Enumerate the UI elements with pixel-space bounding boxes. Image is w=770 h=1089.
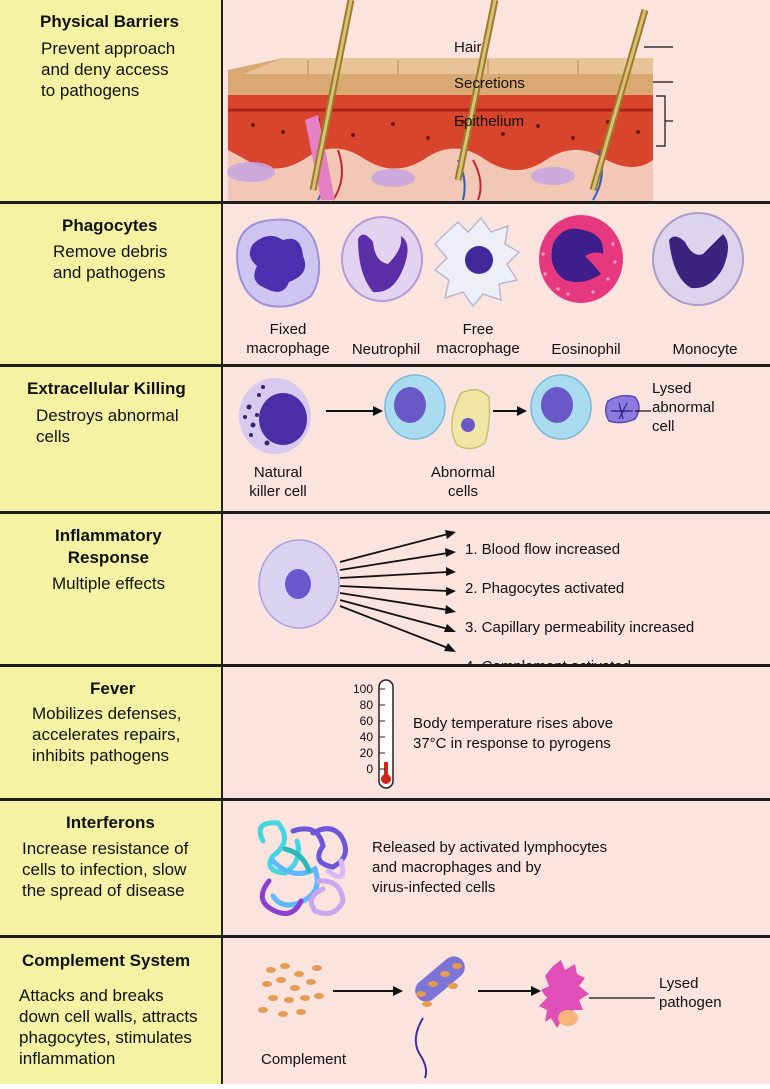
neutrophil-cell [341, 216, 423, 302]
epithelium [228, 95, 653, 171]
effect-item: 1. Blood flow increased [465, 540, 621, 558]
bacterium-with-complement [414, 956, 465, 1079]
epithelium-dots [251, 118, 640, 140]
thermometer-illustration [378, 679, 394, 789]
tick-label: 0 [366, 762, 373, 776]
left-cell: Interferons Increase resistance of cells… [0, 801, 223, 935]
row-description: Attacks and breaks down cell walls, attr… [19, 986, 198, 1068]
row-separator [0, 935, 770, 938]
tick-label: 60 [359, 714, 373, 728]
row-description: Destroys abnormal cells [36, 406, 179, 446]
skin-section-illustration [227, 0, 673, 202]
fever-caption: Body temperature rises above 37°C in res… [413, 715, 614, 752]
row-description: Prevent approach and deny access to path… [41, 39, 176, 100]
lysed-cell-label: Lysed abnormal cell [652, 380, 715, 435]
row-separator [0, 798, 770, 801]
complement-label: Complement [261, 1051, 347, 1068]
lysed-cell [530, 374, 640, 440]
row-description: Multiple effects [52, 574, 166, 593]
right-cell: 1. Blood flow increased 2. Phagocytes ac… [223, 514, 770, 793]
row-fever: Fever Mobilizes defenses, accelerates re… [0, 667, 770, 798]
row-title: Extracellular Killing [27, 379, 186, 398]
row-separator [0, 511, 770, 514]
row-phagocytes: Phagocytes Remove debris and pathogens [0, 204, 770, 365]
effect-item: 2. Phagocytes activated [465, 579, 625, 597]
abnormal-cells-label: Abnormal cells [430, 464, 496, 500]
interferon-molecule [257, 820, 348, 916]
row-extracellular-killing: Extracellular Killing Destroys abnormal … [0, 367, 770, 512]
right-cell: Hair Secretions Epithelium [223, 0, 770, 202]
killing-illustration [239, 374, 651, 454]
row-separator [0, 364, 770, 367]
fixed-macrophage-cell [235, 218, 321, 308]
effect-item: 3. Capillary permeability increased [465, 618, 695, 636]
row-description: Increase resistance of cells to infectio… [22, 839, 189, 900]
epithelium-label: Epithelium [454, 113, 525, 130]
hair-strands [309, 0, 649, 191]
interferon-caption: Released by activated lymphocytes and ma… [372, 839, 608, 896]
row-description: Remove debris and pathogens [53, 242, 168, 282]
cell-label: Eosinophil [551, 341, 621, 358]
row-interferons: Interferons Increase resistance of cells… [0, 801, 770, 935]
cell-label: Free macrophage [436, 321, 520, 357]
right-cell: Complement Lysed pathogen [223, 938, 770, 1084]
tick-label: 100 [352, 682, 373, 696]
left-cell: Fever Mobilizes defenses, accelerates re… [0, 667, 223, 798]
row-description: Mobilizes defenses, accelerates repairs,… [32, 704, 182, 765]
free-macrophage-cell [433, 216, 521, 308]
effect-arrows [339, 533, 449, 649]
lysed-pathogen-label: Lysed pathogen [659, 975, 722, 1011]
secretions-label: Secretions [454, 75, 525, 92]
row-title: Fever [90, 679, 136, 698]
eosinophil-cell [539, 215, 623, 303]
basal-cells [227, 162, 575, 187]
row-title: Inflammatory Response [55, 526, 162, 567]
row-title: Interferons [66, 813, 155, 832]
cell-label: Monocyte [672, 341, 738, 358]
row-physical-barriers: Physical Barriers Prevent approach and d… [0, 0, 770, 202]
left-cell: Phagocytes Remove debris and pathogens [0, 204, 223, 365]
complement-proteins [258, 963, 324, 1017]
mast-cell [258, 539, 340, 629]
right-cell: Fixed macrophage Neutrophil Free macroph… [223, 204, 770, 365]
row-complement-system: Complement System Attacks and breaks dow… [0, 938, 770, 1084]
nk-cell-label: Natural killer cell [249, 464, 307, 500]
thermometer-icon [378, 679, 394, 789]
phagocyte-cells [235, 212, 744, 308]
right-cell: 100 80 60 40 20 0 Body temperature rises… [223, 667, 770, 798]
cell-label: Fixed macrophage [246, 321, 330, 357]
left-cell: Inflammatory Response Multiple effects [0, 514, 223, 664]
complement-illustration [258, 956, 655, 1079]
tick-label: 80 [359, 698, 373, 712]
monocyte-cell [652, 212, 744, 306]
right-cell: Natural killer cell Abnormal cells Lysed… [223, 367, 770, 512]
row-title: Complement System [22, 951, 191, 970]
lysed-pathogen [539, 960, 589, 1028]
thermometer-scale: 100 80 60 40 20 0 [343, 681, 373, 777]
left-cell: Complement System Attacks and breaks dow… [0, 938, 223, 1084]
inflammation-illustration [258, 530, 456, 652]
tick-label: 40 [359, 730, 373, 744]
abnormal-cells [384, 374, 491, 450]
row-separator [0, 201, 770, 204]
natural-killer-cell [239, 378, 311, 454]
hair-label: Hair [454, 39, 482, 56]
cell-label: Neutrophil [351, 341, 421, 358]
row-title: Physical Barriers [40, 12, 179, 31]
left-cell: Physical Barriers Prevent approach and d… [0, 0, 223, 202]
left-cell: Extracellular Killing Destroys abnormal … [0, 367, 223, 512]
tick-label: 20 [359, 746, 373, 760]
right-cell: Released by activated lymphocytes and ma… [223, 801, 770, 935]
row-title: Phagocytes [62, 216, 158, 235]
leader-lines [644, 46, 673, 147]
row-inflammatory-response: Inflammatory Response Multiple effects [0, 514, 770, 793]
row-separator [0, 664, 770, 667]
